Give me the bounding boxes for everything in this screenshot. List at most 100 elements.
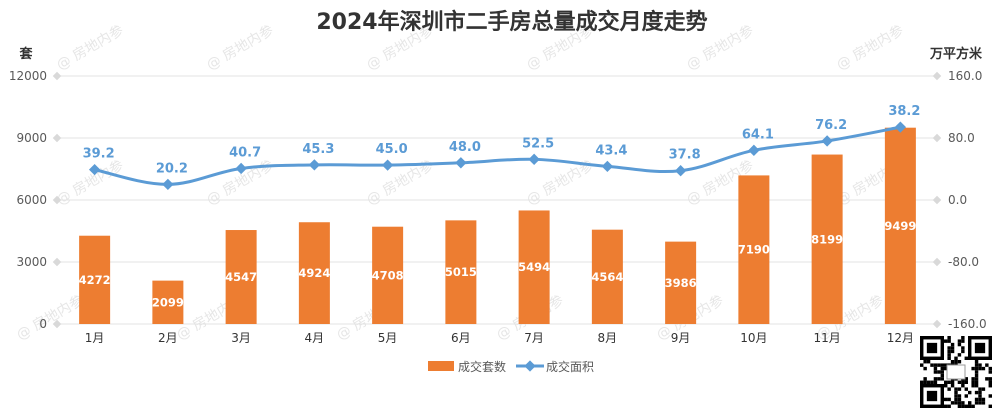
qr-module bbox=[940, 377, 944, 381]
line-data-label: 43.4 bbox=[595, 143, 627, 158]
qr-module bbox=[957, 401, 962, 405]
left-axis-marker bbox=[52, 133, 62, 143]
qr-module bbox=[950, 346, 955, 350]
qr-module bbox=[950, 380, 955, 384]
qr-module bbox=[981, 366, 986, 371]
x-tick-label: 5月 bbox=[378, 331, 398, 345]
line-data-label: 52.5 bbox=[522, 136, 554, 151]
bar bbox=[225, 230, 257, 324]
qr-module bbox=[940, 366, 944, 371]
qr-module bbox=[947, 404, 951, 408]
qr-module bbox=[974, 390, 979, 395]
watermark-text: @ 房地内参 bbox=[54, 157, 127, 209]
qr-module bbox=[974, 366, 979, 371]
qr-module bbox=[964, 380, 968, 384]
qr-module bbox=[947, 349, 951, 354]
qr-module bbox=[957, 380, 962, 384]
right-tick-label: 160.0 bbox=[948, 69, 982, 83]
qr-module bbox=[974, 360, 979, 364]
qr-module bbox=[971, 366, 975, 371]
bar-data-label: 4564 bbox=[591, 270, 623, 284]
qr-module bbox=[961, 404, 965, 408]
bar bbox=[152, 280, 184, 324]
right-axis-marker bbox=[932, 71, 942, 81]
qr-module bbox=[957, 397, 962, 402]
right-axis-marker bbox=[932, 319, 942, 329]
qr-module bbox=[985, 377, 989, 381]
bar bbox=[591, 229, 623, 324]
bar-data-label: 2099 bbox=[152, 295, 184, 309]
qr-module bbox=[957, 339, 962, 343]
qr-finder-inner bbox=[926, 390, 938, 402]
x-tick-label: 12月 bbox=[887, 331, 914, 345]
qr-module bbox=[978, 387, 982, 391]
qr-module bbox=[974, 397, 979, 402]
qr-module bbox=[971, 404, 975, 408]
qr-logo bbox=[946, 364, 966, 380]
right-axis-marker bbox=[932, 257, 942, 267]
watermark-text: @ 房地内参 bbox=[834, 22, 907, 74]
qr-module bbox=[961, 346, 965, 350]
x-tick-label: 3月 bbox=[231, 331, 251, 345]
qr-module bbox=[957, 360, 962, 364]
qr-finder-inner bbox=[926, 342, 938, 354]
x-tick-label: 10月 bbox=[740, 331, 767, 345]
qr-module bbox=[971, 380, 975, 384]
qr-module bbox=[944, 397, 948, 402]
qr-module bbox=[968, 401, 972, 405]
qr-module bbox=[964, 356, 968, 360]
legend-line-label: 成交面积 bbox=[546, 359, 594, 374]
right-axis-ticks: -160.0 -80.0 0.0 80.0 160.0 bbox=[948, 69, 987, 331]
left-tick-label: 6000 bbox=[16, 193, 47, 207]
bar bbox=[738, 175, 770, 324]
qr-module bbox=[964, 404, 968, 408]
qr-module bbox=[974, 380, 979, 384]
qr-module bbox=[947, 346, 951, 350]
qr-module bbox=[971, 377, 975, 381]
qr-module bbox=[950, 360, 955, 364]
qr-module bbox=[933, 370, 938, 374]
qr-module bbox=[950, 401, 955, 405]
qr-module bbox=[961, 380, 965, 384]
x-axis-ticks: 1月 2月 3月 4月 5月 6月 7月 8月 9月 10月 11月 12月 bbox=[85, 331, 914, 345]
watermark-text: @ 房地内参 bbox=[14, 292, 87, 344]
x-tick-label: 11月 bbox=[813, 331, 840, 345]
qr-module bbox=[950, 342, 955, 347]
qr-module bbox=[937, 377, 941, 381]
left-axis-ticks: 0 3000 6000 9000 12000 bbox=[9, 69, 47, 331]
qr-module bbox=[981, 387, 986, 391]
qr-module bbox=[961, 384, 965, 388]
qr-module bbox=[988, 366, 992, 371]
bar-data-label: 5494 bbox=[518, 260, 550, 274]
qr-module bbox=[964, 387, 968, 391]
right-axis-unit: 万平方米 bbox=[929, 46, 983, 62]
qr-module bbox=[957, 387, 962, 391]
line-data-label: 45.3 bbox=[302, 142, 334, 157]
bar-data-label: 3986 bbox=[665, 276, 697, 290]
legend-bar-label: 成交套数 bbox=[458, 359, 506, 374]
left-axis-marker bbox=[52, 319, 62, 329]
qr-module bbox=[978, 397, 982, 402]
legend-bar-swatch bbox=[428, 361, 454, 371]
line-marker bbox=[821, 135, 833, 147]
qr-module bbox=[940, 363, 944, 367]
left-tick-label: 12000 bbox=[9, 69, 47, 83]
qr-module bbox=[988, 380, 992, 384]
qr-module bbox=[947, 387, 951, 391]
line-data-label: 20.2 bbox=[156, 161, 188, 176]
qr-module bbox=[954, 401, 958, 405]
left-axis-marker bbox=[52, 257, 62, 267]
x-tick-label: 7月 bbox=[524, 331, 544, 345]
qr-module bbox=[947, 380, 951, 384]
qr-module bbox=[944, 339, 948, 343]
qr-module bbox=[988, 394, 992, 398]
qr-module bbox=[961, 339, 965, 343]
qr-module bbox=[974, 377, 979, 381]
qr-module bbox=[964, 394, 968, 398]
qr-module bbox=[930, 380, 934, 384]
chart-title: 2024年深圳市二手房总量成交月度走势 bbox=[316, 9, 707, 35]
right-tick-label: 80.0 bbox=[948, 131, 975, 145]
qr-module bbox=[940, 373, 944, 378]
x-tick-label: 2月 bbox=[158, 331, 178, 345]
